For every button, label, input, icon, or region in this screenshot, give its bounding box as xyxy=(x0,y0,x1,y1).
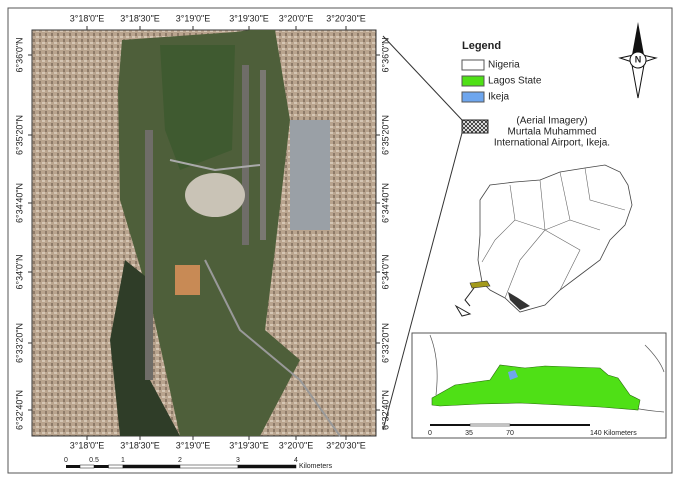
scale-segment xyxy=(94,465,109,468)
coordinate-labels: 3°18'0"E 3°18'0"E 3°18'30"E 3°18'30"E 3°19'0… xyxy=(14,13,390,450)
lon-label: 3°18'0"E xyxy=(70,440,105,450)
scale-label: 0 xyxy=(428,430,432,437)
nigeria-map xyxy=(454,164,633,317)
scale-unit: Kilometers xyxy=(299,463,333,470)
lon-label: 3°19'0"E xyxy=(176,440,211,450)
scale-segment xyxy=(237,464,297,469)
scale-label: 3 xyxy=(236,457,240,464)
lon-label: 3°18'30"E xyxy=(120,440,160,450)
scale-label: 2 xyxy=(178,457,182,464)
lat-label: 6°34'40"N xyxy=(14,183,24,223)
lon-label: 3°20'30"E xyxy=(326,13,366,23)
scale-segment xyxy=(510,424,590,426)
lon-label: 3°19'0"E xyxy=(176,13,211,23)
scale-segment xyxy=(179,464,239,469)
scale-label: 35 xyxy=(465,430,473,437)
lat-label: 6°34'0"N xyxy=(14,254,24,289)
lat-label: 6°34'0"N xyxy=(380,254,390,289)
lat-label: 6°34'40"N xyxy=(380,183,390,223)
lon-label: 3°20'0"E xyxy=(279,440,314,450)
aerial-image xyxy=(31,29,377,437)
imagery-label: International Airport, Ikeja. xyxy=(494,138,610,149)
lat-label: 6°32'40"N xyxy=(14,390,24,430)
legend-swatch xyxy=(461,91,485,103)
lon-label: 3°19'30"E xyxy=(229,13,269,23)
lon-label: 3°18'0"E xyxy=(70,13,105,23)
lat-label: 6°36'0"N xyxy=(380,37,390,72)
legend-item: Lagos State xyxy=(488,76,542,87)
lat-label: 6°35'20"N xyxy=(14,115,24,155)
lat-label: 6°32'40"N xyxy=(380,390,390,430)
legend-swatch xyxy=(461,119,489,134)
legend: Legend Nigeria Lagos State Ikeja (Aerial… xyxy=(461,40,610,149)
scale-label: 4 xyxy=(294,457,298,464)
lon-label: 3°18'30"E xyxy=(120,13,160,23)
scale-segment xyxy=(79,464,95,469)
legend-swatch xyxy=(461,75,485,87)
imagery-label: (Aerial Imagery) xyxy=(516,116,587,127)
lon-label: 3°20'0"E xyxy=(279,13,314,23)
scale-label: 70 xyxy=(506,430,514,437)
legend-title: Legend xyxy=(462,40,501,52)
scale-segment xyxy=(469,423,511,427)
leader-line xyxy=(382,35,463,121)
lagos-inset xyxy=(411,332,667,439)
lat-label: 6°35'20"N xyxy=(380,115,390,155)
scale-segment xyxy=(66,465,80,468)
north-label: N xyxy=(635,54,642,64)
scale-segment xyxy=(122,464,181,469)
lat-label: 6°33'20"N xyxy=(380,323,390,363)
scale-segment xyxy=(108,464,124,469)
lon-label: 3°20'30"E xyxy=(326,440,366,450)
scale-label: 0 xyxy=(64,457,68,464)
scale-label: 140 Kilometers xyxy=(590,430,637,437)
north-arrow: N xyxy=(618,22,658,99)
scale-segment xyxy=(430,424,470,426)
lon-label: 3°19'30"E xyxy=(229,440,269,450)
imagery-label: Murtala Muhammed xyxy=(508,127,597,138)
leader-line xyxy=(382,132,463,431)
inset-scale-bar: 0 35 70 140 Kilometers xyxy=(428,423,637,437)
legend-item: Ikeja xyxy=(488,92,510,103)
legend-item: Nigeria xyxy=(488,60,520,71)
lat-label: 6°36'0"N xyxy=(14,37,24,72)
lat-label: 6°33'20"N xyxy=(14,323,24,363)
scale-label: 1 xyxy=(121,457,125,464)
scale-label: 0.5 xyxy=(89,457,99,464)
legend-swatch xyxy=(461,59,485,71)
